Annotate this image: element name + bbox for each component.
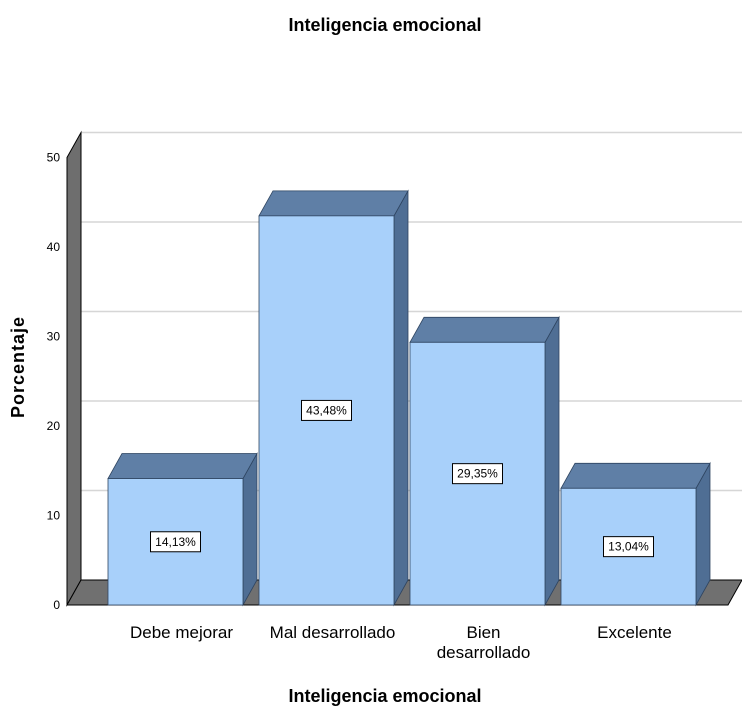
data-label: 13,04% [603, 536, 654, 558]
category-label: Debe mejorar [130, 623, 233, 642]
data-label-text: 14,13% [155, 535, 196, 549]
bar [409, 315, 560, 607]
bar-side [242, 452, 258, 607]
category-label: Excelente [597, 623, 672, 642]
y-tick-label: 40 [47, 240, 61, 254]
category-label: Bien desarrollado [437, 623, 531, 662]
category-labels: Debe mejorar Mal desarrollado Bien desarrol… [130, 623, 672, 662]
data-label: 14,13% [150, 531, 201, 553]
data-labels: 14,13% 43,48% 29,35% 13,04% [150, 399, 654, 558]
data-label-box [150, 531, 201, 553]
data-label-text: 13,04% [608, 540, 649, 554]
bar-top [409, 316, 560, 343]
bar-top [560, 462, 711, 489]
y-tick-label: 0 [53, 598, 60, 612]
bar-side [393, 189, 409, 607]
data-label-text: 43,48% [306, 403, 347, 417]
y-axis-label: Porcentaje [8, 316, 28, 418]
y-tick-label: 10 [47, 509, 61, 523]
bar-top [107, 453, 258, 479]
data-label: 29,35% [452, 463, 503, 485]
x-axis-label: Inteligencia emocional [288, 686, 481, 706]
chart-title: Inteligencia emocional [288, 15, 481, 35]
y-tick-label: 20 [47, 419, 61, 433]
category-label: Mal desarrollado [270, 623, 396, 642]
data-label-text: 29,35% [457, 467, 498, 481]
bar-top [258, 190, 409, 217]
y-tick-label: 50 [47, 151, 61, 165]
bar [560, 461, 711, 607]
left-wall [66, 130, 82, 607]
bar [258, 189, 409, 607]
data-label: 43,48% [301, 399, 352, 421]
bar-side [544, 315, 560, 607]
data-label-box [452, 463, 503, 485]
bar [107, 452, 258, 607]
y-tick-label: 30 [47, 330, 61, 344]
data-label-box [301, 399, 352, 421]
data-label-box [603, 536, 654, 558]
